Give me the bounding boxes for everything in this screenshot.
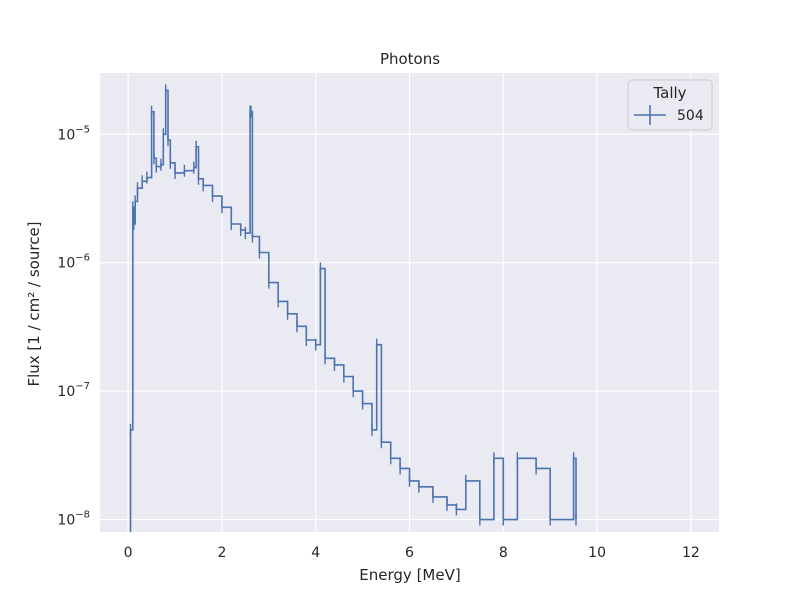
y-axis-label: Flux [1 / cm² / source] — [25, 221, 43, 386]
y-tick-exponent: −8 — [75, 510, 90, 521]
legend-title: Tally — [652, 84, 686, 102]
x-tick-label: 12 — [682, 545, 700, 561]
y-tick-exponent: −6 — [75, 253, 90, 264]
legend-entry-label: 504 — [677, 108, 704, 124]
series-504 — [129, 84, 577, 532]
grid-lines — [100, 73, 719, 532]
y-tick-base: 10 — [57, 256, 75, 272]
y-tick-base: 10 — [57, 384, 75, 400]
y-tick-label: 10−5 — [57, 124, 90, 143]
legend-box — [627, 79, 713, 131]
y-tick-label: 10−6 — [57, 253, 90, 272]
y-tick-label: 10−8 — [57, 510, 90, 529]
chart-title: Photons — [380, 50, 440, 68]
y-tick-exponent: −5 — [75, 124, 90, 135]
x-tick-label: 2 — [217, 545, 226, 561]
x-tick-label: 4 — [311, 545, 320, 561]
x-tick-label: 8 — [499, 545, 508, 561]
x-tick-label: 10 — [588, 545, 606, 561]
legend: Tally 504 — [627, 79, 713, 131]
y-tick-base: 10 — [57, 513, 75, 529]
x-tick-label: 0 — [124, 545, 133, 561]
y-tick-base: 10 — [57, 127, 75, 143]
y-tick-exponent: −7 — [75, 381, 90, 392]
y-tick-label: 10−7 — [57, 381, 90, 400]
x-tick-label: 6 — [405, 545, 414, 561]
x-axis-label: Energy [MeV] — [359, 566, 460, 584]
series-layer — [129, 84, 577, 532]
